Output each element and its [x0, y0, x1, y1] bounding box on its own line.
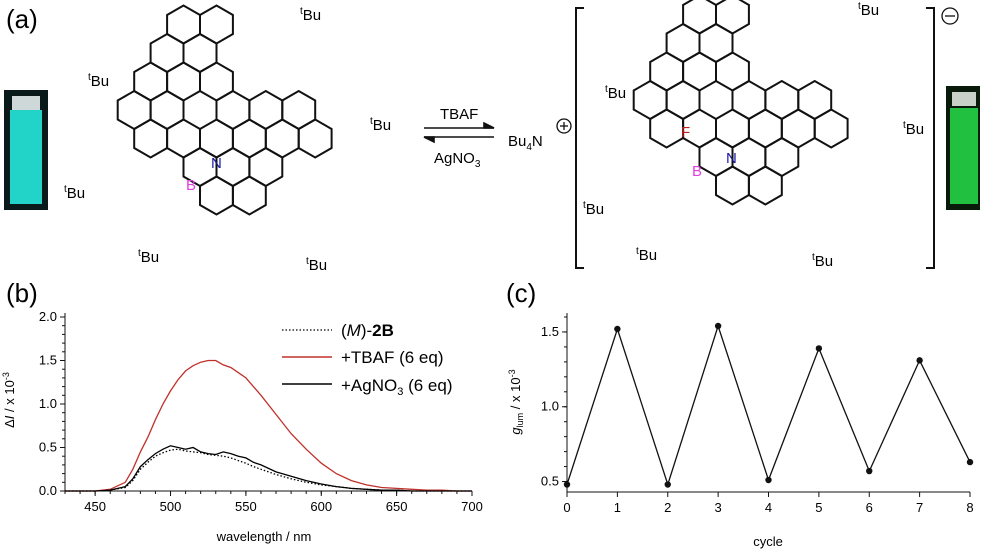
x-tick-label: 7: [916, 500, 923, 515]
atom-boron: B: [692, 163, 702, 180]
x-tick-label: 600: [310, 499, 332, 514]
atom-nitrogen: N: [211, 155, 222, 172]
x-tick-label: 550: [235, 499, 257, 514]
chart-c: 0 1 2 3 4 5 6 7 8 0.5 1.0 1.5: [541, 313, 974, 515]
x-tick-label: 1: [614, 500, 621, 515]
series-line-2: [65, 445, 472, 492]
molecule-adduct-labels: tBu tBu tBu tBu tBu tBu F B N: [583, 1, 924, 270]
tbu-label: tBu: [370, 116, 391, 134]
y-tick-label: 1.5: [39, 353, 57, 368]
tbu-label: tBu: [138, 248, 159, 266]
tbu-label: tBu: [64, 184, 85, 202]
ring: [715, 165, 750, 206]
x-tick-label: 650: [386, 499, 408, 514]
chart-b: 450 500 550 600 650 700 0.0 0.5 1.0 1.5 2.0: [39, 309, 483, 514]
series-line-0: [566, 323, 971, 487]
y-tick-label: 0.0: [39, 483, 57, 498]
reagent-agno3: AgNO3: [434, 150, 481, 170]
tbu-label: tBu: [903, 120, 924, 138]
panel-c-label: (c): [506, 278, 536, 308]
y-tick-label: 1.0: [39, 396, 57, 411]
anion-brackets: [575, 7, 935, 269]
tbu-label: tBu: [583, 200, 604, 218]
equilibrium-arrows: [423, 121, 495, 144]
x-tick-label: 5: [815, 500, 822, 515]
data-point: [815, 345, 823, 352]
chart-c-xlabel: cycle: [753, 534, 783, 549]
atom-boron: B: [186, 177, 196, 194]
molecule-neutral: [116, 4, 333, 216]
data-point: [966, 458, 974, 466]
x-tick-label: 4: [765, 500, 772, 515]
x-tick-label: 500: [160, 499, 182, 514]
x-tick-label: 6: [866, 500, 873, 515]
legend-label-tbaf: +TBAF (6 eq): [341, 348, 444, 367]
x-tick-label: 0: [563, 500, 570, 515]
vial-right: [946, 86, 980, 210]
x-tick-label: 3: [715, 500, 722, 515]
minus-charge-icon: [941, 7, 959, 25]
molecule-neutral-labels: tBu tBu tBu tBu tBu tBu B N: [64, 6, 391, 274]
ring: [297, 118, 333, 159]
ring: [231, 175, 267, 216]
tbu-label: tBu: [858, 1, 879, 19]
panel-a-label: (a): [6, 4, 38, 34]
legend-label-agno3: +AgNO3 (6 eq): [341, 376, 453, 398]
ring: [649, 108, 685, 149]
tbu-label: tBu: [88, 72, 109, 90]
series-line-0: [65, 448, 472, 492]
ring: [813, 108, 849, 149]
x-tick-label: 8: [966, 500, 973, 515]
y-tick-label: 2.0: [39, 309, 57, 324]
y-tick-label: 1.0: [541, 399, 559, 414]
vial-right-solution: [950, 108, 978, 204]
data-point: [866, 467, 873, 475]
ring: [133, 118, 169, 159]
tbu-label: tBu: [605, 84, 626, 102]
ring: [199, 175, 234, 216]
panel-b-label: (b): [6, 278, 38, 308]
chart-c-ylabel: glum / x 10-3: [507, 369, 525, 434]
counter-cation: Bu4N: [508, 133, 543, 153]
chart-b-xlabel: wavelength / nm: [216, 529, 312, 544]
ring: [682, 0, 717, 35]
molecule-fluoride-adduct: [632, 0, 849, 206]
chart-b-legend: (M)-2B +TBAF (6 eq) +AgNO3 (6 eq): [282, 321, 453, 398]
x-tick-label: 2: [664, 500, 671, 515]
x-tick-label: 700: [461, 499, 483, 514]
tbu-label: tBu: [306, 256, 327, 274]
ring: [747, 165, 783, 206]
atom-nitrogen: N: [726, 150, 737, 167]
y-tick-label: 1.5: [541, 324, 559, 339]
tbu-label: tBu: [812, 252, 833, 270]
data-point: [714, 322, 722, 330]
x-tick-label: 450: [84, 499, 106, 514]
data-point: [563, 481, 571, 488]
legend-label-m2b: (M)-2B: [341, 321, 394, 340]
data-point: [765, 476, 772, 484]
data-point: [664, 481, 671, 488]
series-line-1: [65, 359, 472, 492]
reagent-tbaf: TBAF: [440, 106, 478, 123]
data-point: [916, 357, 923, 364]
vial-left-solution: [10, 110, 42, 204]
atom-fluorine: F: [681, 124, 690, 141]
vial-left: [4, 90, 48, 210]
y-tick-label: 0.5: [39, 440, 57, 455]
plus-charge-icon: [556, 118, 572, 134]
tbu-label: tBu: [300, 6, 321, 24]
data-point: [614, 325, 621, 333]
ring: [715, 0, 750, 35]
y-tick-label: 0.5: [541, 474, 559, 489]
chart-b-ylabel: ΔI / x 10-3: [1, 372, 17, 428]
tbu-label: tBu: [636, 246, 657, 264]
